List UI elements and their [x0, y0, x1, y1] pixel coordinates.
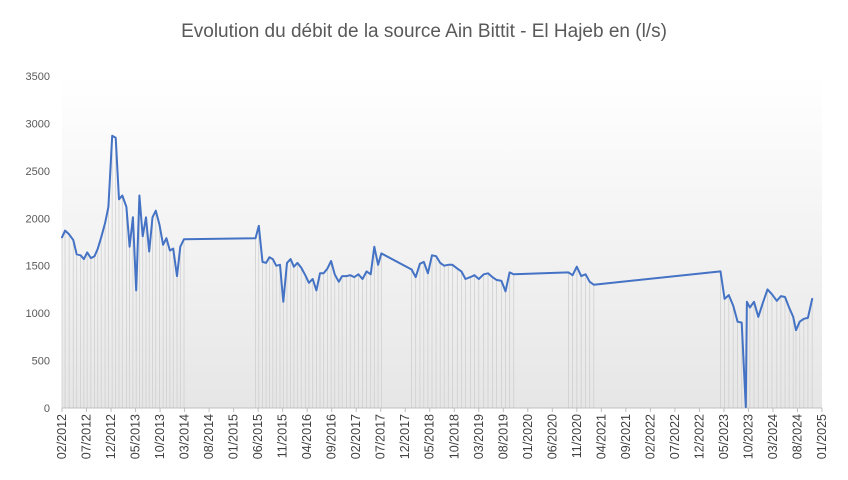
- y-tick-label: 3500: [26, 71, 50, 83]
- x-tick-label: 07/2017: [374, 414, 388, 459]
- x-tick-label: 08/2014: [202, 414, 216, 459]
- drop-lines: [61, 135, 813, 408]
- x-tick-label: 01/2025: [815, 414, 829, 459]
- x-tick-label: 02/2012: [55, 414, 69, 459]
- x-tick-label: 03/2014: [178, 414, 192, 459]
- x-tick-label: 08/2024: [790, 414, 804, 459]
- x-tick-label: 03/2024: [766, 414, 780, 459]
- x-tick-label: 02/2022: [643, 414, 657, 459]
- x-tick-label: 11/2015: [276, 414, 290, 458]
- chart-title: Evolution du débit de la source Ain Bitt…: [181, 21, 667, 42]
- x-tick-label: 03/2019: [472, 414, 486, 459]
- x-tick-label: 06/2015: [251, 414, 265, 459]
- y-tick-label: 500: [32, 356, 50, 368]
- series-group: [61, 134, 814, 409]
- y-tick-label: 3000: [26, 118, 50, 130]
- y-tick-label: 1500: [26, 261, 50, 273]
- series-line: [61, 134, 814, 409]
- x-tick-label: 08/2019: [496, 414, 510, 459]
- x-tick-label: 09/2016: [325, 414, 339, 459]
- x-tick-label: 07/2022: [668, 414, 682, 459]
- x-tick-label: 10/2018: [447, 414, 461, 459]
- x-tick-label: 04/2016: [300, 414, 314, 459]
- x-tick-label: 12/2017: [398, 414, 412, 459]
- y-tick-label: 2500: [26, 166, 50, 178]
- x-tick-label: 05/2023: [717, 414, 731, 459]
- x-tick-label: 01/2015: [227, 414, 241, 459]
- x-tick-label: 06/2020: [545, 414, 559, 459]
- plot-area: [62, 76, 822, 408]
- x-tick-label: 12/2022: [692, 414, 706, 459]
- x-axis: 02/2012 07/2012 12/2012 05/2013 10/2013 03/20…: [55, 407, 829, 459]
- x-tick-label: 02/2017: [349, 414, 363, 459]
- x-tick-label: 05/2013: [129, 414, 143, 459]
- x-tick-label: 09/2021: [619, 414, 633, 459]
- x-tick-label: 10/2013: [153, 414, 167, 459]
- x-tick-label: 01/2020: [521, 414, 535, 459]
- x-tick-label: 10/2023: [741, 414, 755, 459]
- y-tick-label: 2000: [26, 213, 50, 225]
- x-tick-label: 12/2012: [104, 414, 118, 459]
- y-axis: 0 500 1000 1500 2000 2500 3000 3500: [26, 71, 50, 415]
- y-tick-label: 0: [44, 403, 50, 415]
- x-tick-label: 07/2012: [80, 414, 94, 459]
- x-tick-label: 04/2021: [594, 414, 608, 459]
- x-tick-label: 11/2020: [570, 414, 584, 458]
- x-tick-label: 05/2018: [423, 414, 437, 459]
- y-tick-label: 1000: [26, 308, 50, 320]
